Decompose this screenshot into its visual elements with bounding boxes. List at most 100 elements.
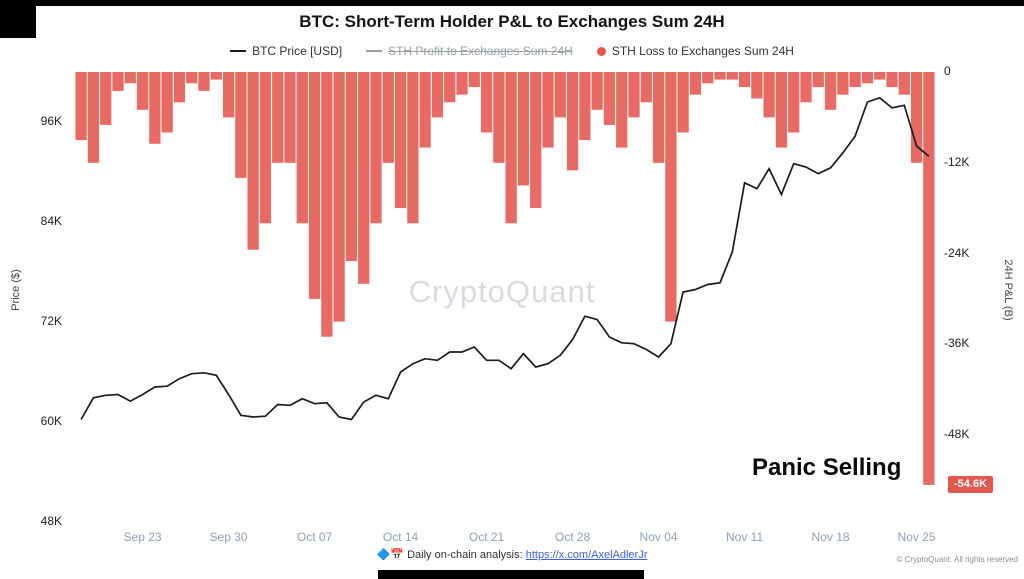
loss-bar[interactable]	[198, 72, 210, 91]
loss-bar[interactable]	[726, 72, 738, 80]
x-tick-label: Nov 04	[639, 530, 678, 544]
loss-bar[interactable]	[554, 72, 566, 118]
y-tick-label-right: -48K	[944, 427, 970, 442]
x-tick-label: Sep 30	[209, 530, 248, 544]
loss-bar[interactable]	[910, 72, 923, 163]
loss-bar[interactable]	[775, 72, 788, 148]
loss-bar[interactable]	[886, 72, 898, 88]
loss-bar[interactable]	[161, 72, 173, 133]
loss-bar[interactable]	[173, 72, 186, 103]
loss-bar[interactable]	[407, 72, 419, 224]
y-tick-label-right: -24K	[944, 245, 970, 260]
cryptoquant-watermark: CryptoQuant	[408, 274, 596, 309]
loss-bar[interactable]	[480, 72, 493, 133]
loss-bar[interactable]	[186, 72, 198, 84]
loss-bar[interactable]	[505, 72, 517, 224]
loss-bar[interactable]	[112, 72, 124, 91]
loss-bar[interactable]	[579, 72, 591, 141]
y-tick-label-right: -36K	[944, 336, 970, 351]
loss-bar[interactable]	[824, 72, 837, 110]
loss-bar[interactable]	[628, 72, 640, 118]
x-tick-label: Nov 11	[725, 530, 764, 544]
loss-bar[interactable]	[259, 72, 272, 224]
loss-bar[interactable]	[124, 72, 136, 84]
loss-bar[interactable]	[763, 72, 775, 118]
x-tick-label: Nov 18	[811, 530, 850, 544]
loss-bar[interactable]	[566, 72, 579, 171]
loss-bar[interactable]	[702, 72, 714, 84]
loss-bar[interactable]	[358, 72, 370, 284]
loss-bar[interactable]	[788, 72, 800, 133]
legend-label: STH Loss to Exchanges Sum 24H	[611, 44, 794, 58]
loss-bar[interactable]	[345, 72, 358, 262]
current-loss-badge: -54.6K	[948, 475, 994, 493]
loss-bar[interactable]	[738, 72, 751, 88]
legend-item-sth-profit[interactable]: STH Profit to Exchanges Sum 24H	[366, 44, 573, 58]
loss-bar[interactable]	[616, 72, 628, 148]
loss-bar[interactable]	[677, 72, 689, 133]
loss-bar[interactable]	[333, 72, 345, 322]
loss-bar[interactable]	[235, 72, 247, 178]
chart-title: BTC: Short-Term Holder P&L to Exchanges …	[299, 12, 725, 31]
legend-item-btc-price[interactable]: BTC Price [USD]	[230, 44, 342, 58]
loss-bar[interactable]	[689, 72, 702, 95]
loss-bar[interactable]	[603, 72, 616, 125]
loss-bar[interactable]	[812, 72, 824, 88]
loss-bar[interactable]	[923, 72, 935, 485]
loss-bar[interactable]	[591, 72, 603, 110]
loss-bar[interactable]	[431, 72, 444, 118]
loss-bar[interactable]	[382, 72, 394, 163]
loss-bar[interactable]	[321, 72, 333, 337]
y-tick-label-left: 84K	[40, 214, 62, 228]
footer-icons: 🔷📅	[376, 549, 405, 561]
loss-bar[interactable]	[542, 72, 554, 148]
loss-bar[interactable]	[861, 72, 874, 84]
loss-bar[interactable]	[898, 72, 910, 95]
footer-text: Daily on-chain analysis:	[407, 549, 523, 561]
loss-bar[interactable]	[456, 72, 468, 95]
loss-bar[interactable]	[849, 72, 861, 88]
loss-bar[interactable]	[296, 72, 308, 224]
dot-swatch-icon	[596, 46, 606, 56]
loss-bar[interactable]	[751, 72, 763, 99]
loss-bar[interactable]	[517, 72, 530, 186]
loss-bar[interactable]	[222, 72, 235, 118]
loss-bar[interactable]	[640, 72, 652, 103]
loss-bar[interactable]	[874, 72, 886, 80]
legend-item-sth-loss[interactable]: STH Loss to Exchanges Sum 24H	[596, 44, 794, 58]
loss-bar[interactable]	[136, 72, 149, 110]
loss-bar[interactable]	[210, 72, 222, 80]
loss-bar[interactable]	[308, 72, 321, 299]
x-tick-label: Oct 07	[296, 530, 333, 544]
frame-bottom-strip	[378, 570, 644, 579]
footer-link[interactable]: https://x.com/AxelAdlerJr	[525, 549, 648, 561]
x-tick-label: Nov 25	[897, 530, 936, 544]
loss-bar[interactable]	[75, 72, 87, 141]
legend-label: BTC Price [USD]	[252, 44, 343, 58]
loss-bar[interactable]	[370, 72, 382, 224]
loss-bar[interactable]	[87, 72, 100, 163]
loss-bar[interactable]	[468, 72, 480, 88]
price-line[interactable]	[80, 96, 930, 421]
chart-plot-area[interactable]	[75, 72, 935, 522]
loss-bar[interactable]	[247, 72, 259, 250]
loss-bar[interactable]	[100, 72, 112, 125]
loss-bar[interactable]	[665, 72, 677, 322]
loss-bar[interactable]	[493, 72, 505, 163]
loss-bar[interactable]	[419, 72, 431, 148]
loss-bar[interactable]	[800, 72, 812, 103]
loss-bar[interactable]	[394, 72, 407, 209]
x-tick-label: Oct 21	[468, 530, 505, 544]
loss-bar[interactable]	[444, 72, 456, 103]
y-tick-label-left: 48K	[40, 514, 62, 528]
loss-bar[interactable]	[272, 72, 284, 163]
line-swatch-icon	[366, 50, 383, 52]
loss-bar[interactable]	[714, 72, 726, 80]
loss-bar[interactable]	[652, 72, 665, 163]
loss-bar[interactable]	[149, 72, 161, 144]
legend-label: STH Profit to Exchanges Sum 24H	[388, 44, 573, 58]
loss-bar[interactable]	[837, 72, 849, 95]
loss-bar[interactable]	[530, 72, 542, 209]
loss-bar[interactable]	[284, 72, 296, 163]
